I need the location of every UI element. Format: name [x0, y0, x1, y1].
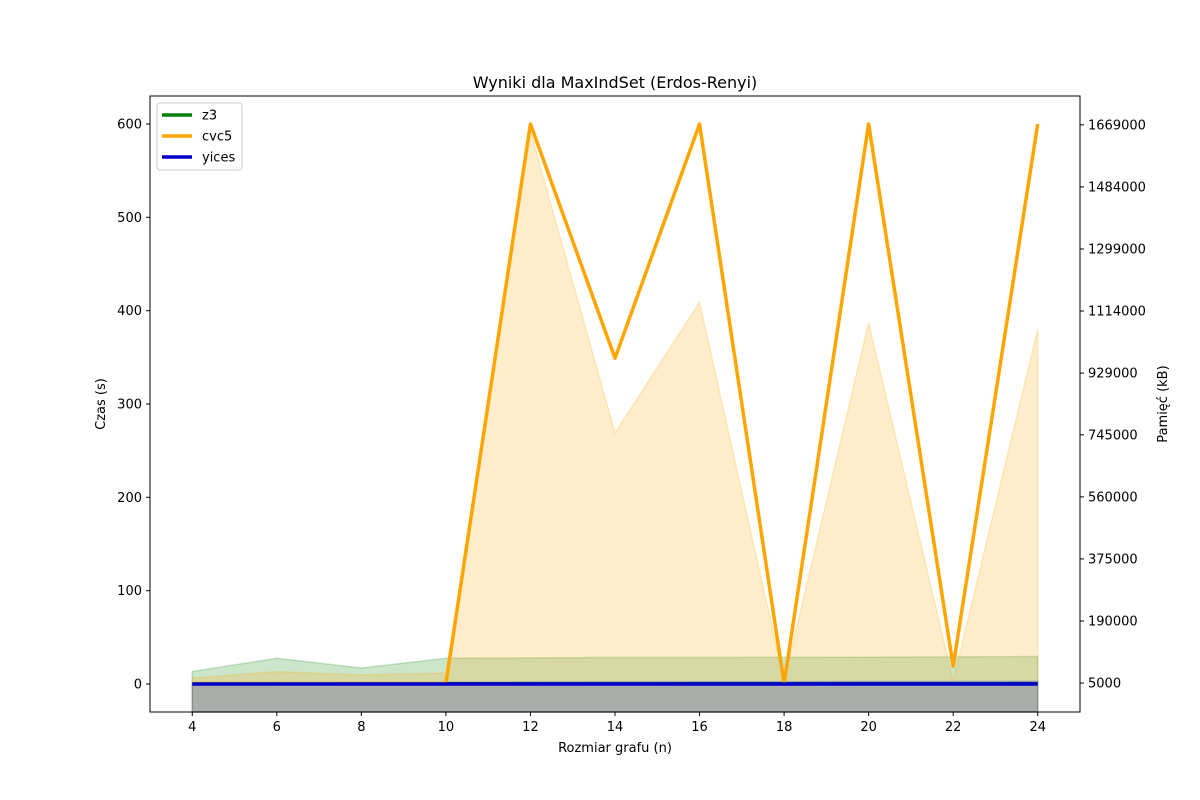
y-axis-left: 0 100 200 300 400 500 600: [117, 118, 150, 693]
y2-tick-label: 560000: [1088, 490, 1138, 505]
y-tick-label: 300: [117, 398, 142, 413]
x-axis-label: Rozmiar grafu (n): [558, 741, 672, 756]
y2-tick-label: 5000: [1088, 677, 1121, 692]
chart-title: Wyniki dla MaxIndSet (Erdos-Renyi): [473, 73, 758, 92]
x-tick-label: 12: [522, 720, 539, 735]
legend-label-yices: yices: [202, 151, 235, 166]
y2-tick-label: 190000: [1088, 614, 1138, 629]
y-tick-label: 100: [117, 584, 142, 599]
x-tick-label: 4: [188, 720, 196, 735]
y-tick-label: 400: [117, 304, 142, 319]
x-tick-label: 14: [607, 720, 624, 735]
memory-fill-layer: [191, 131, 1039, 713]
y2-tick-label: 1299000: [1088, 242, 1146, 257]
time-line-layer: [192, 122, 1040, 686]
legend-frame: [156, 102, 243, 171]
x-tick-label: 6: [273, 720, 281, 735]
x-tick-label: 22: [945, 720, 962, 735]
memory-area-cvc5: [191, 131, 1039, 713]
y-tick-label: 500: [117, 211, 142, 226]
y2-tick-label: 929000: [1088, 367, 1138, 382]
x-tick-label: 20: [860, 720, 877, 735]
y2-tick-label: 375000: [1088, 552, 1138, 567]
y2-tick-label: 745000: [1088, 428, 1138, 443]
x-tick-label: 16: [691, 720, 708, 735]
y-axis-right: 5000 190000 375000 560000 745000 929000 111400…: [1080, 118, 1146, 692]
x-axis: 4 6 8 10 12 14 16 18 20 22 24: [188, 712, 1046, 735]
x-tick-label: 18: [776, 720, 793, 735]
memory-area-yices: [191, 680, 1039, 713]
x-tick-label: 8: [357, 720, 365, 735]
y2-tick-label: 1484000: [1088, 180, 1146, 195]
x-tick-label: 24: [1029, 720, 1046, 735]
legend-label-cvc5: cvc5: [202, 130, 232, 145]
y-tick-label: 0: [134, 678, 142, 693]
legend-label-z3: z3: [202, 109, 217, 124]
y-tick-label: 200: [117, 491, 142, 506]
y-axis-label: Czas (s): [94, 378, 109, 430]
y2-tick-label: 1669000: [1088, 118, 1146, 133]
y2-axis-label: Pamięć (kB): [1156, 365, 1171, 442]
y-tick-label: 600: [117, 118, 142, 133]
legend: z3 cvc5 yices: [156, 102, 243, 171]
x-tick-label: 10: [438, 720, 455, 735]
y2-tick-label: 1114000: [1088, 305, 1146, 320]
